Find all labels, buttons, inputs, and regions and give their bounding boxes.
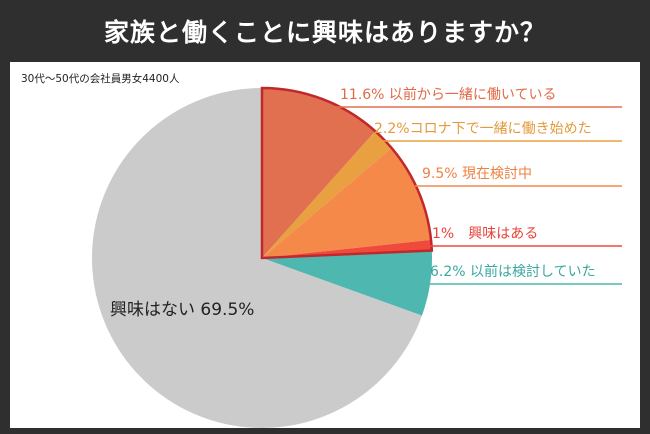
- slice-label-2: 9.5% 現在検討中: [422, 166, 532, 182]
- chart-panel: 30代～50代の会社員男女4400人 11.6% 以前から一緒に働いている 2.2…: [10, 62, 640, 428]
- highlight-outline: [260, 86, 434, 260]
- chart-title: 家族と働くことに興味はありますか？: [103, 18, 546, 47]
- pie-slice-5: [92, 88, 422, 428]
- pie-slice-0: [262, 88, 376, 258]
- pie-chart: 11.6% 以前から一緒に働いている 2.2%コロナ下で一緒に働き始めた 9.5% …: [92, 86, 622, 428]
- slice-label-0: 11.6% 以前から一緒に働いている: [340, 86, 557, 103]
- slice-label-3: 1% 興味はある: [432, 226, 538, 242]
- slice-label-5: 興味はない 69.5%: [110, 300, 254, 320]
- pie-slice-2: [262, 148, 432, 258]
- slice-label-1: 2.2%コロナ下で一緒に働き始めた: [374, 121, 592, 137]
- pie-slice-1: [262, 131, 392, 258]
- chart-subtitle: 30代～50代の会社員男女4400人: [21, 73, 180, 85]
- pie-slice-4: [262, 250, 433, 316]
- slice-label-4: 6.2% 以前は検討していた: [430, 263, 596, 280]
- pie-slice-3: [262, 239, 432, 258]
